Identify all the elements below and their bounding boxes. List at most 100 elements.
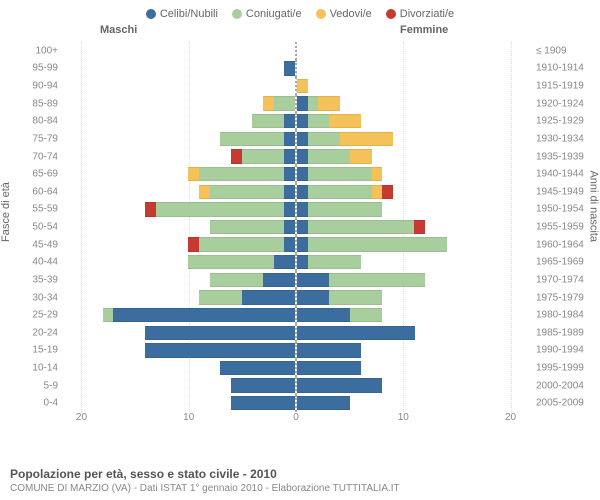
male-side bbox=[60, 306, 297, 324]
pyramid-row: 50-541955-1959 bbox=[60, 218, 532, 236]
age-label: 5-9 bbox=[26, 380, 58, 391]
pyramid-row: 25-291980-1984 bbox=[60, 306, 532, 324]
bar-segment bbox=[350, 149, 371, 163]
pyramid-row: 80-841925-1929 bbox=[60, 113, 532, 131]
bar-segment bbox=[308, 114, 329, 128]
age-label: 100+ bbox=[26, 45, 58, 56]
bar-segment bbox=[188, 167, 199, 181]
bar-segment bbox=[297, 255, 308, 269]
female-side bbox=[297, 113, 532, 131]
male-side bbox=[60, 42, 297, 60]
male-side bbox=[60, 218, 297, 236]
female-side bbox=[297, 342, 532, 360]
bar-segment bbox=[231, 149, 242, 163]
pyramid-row: 40-441965-1969 bbox=[60, 254, 532, 272]
bar-segment bbox=[284, 61, 295, 75]
bar-segment bbox=[297, 396, 350, 410]
gender-headers: Maschi Femmine bbox=[0, 24, 600, 42]
pyramid-row: 10-141995-1999 bbox=[60, 359, 532, 377]
bar-segment bbox=[308, 96, 319, 110]
bar-segment bbox=[308, 237, 447, 251]
age-label: 30-34 bbox=[26, 292, 58, 303]
age-label: 20-24 bbox=[26, 327, 58, 338]
age-label: 70-74 bbox=[26, 151, 58, 162]
footer-title: Popolazione per età, sesso e stato civil… bbox=[10, 467, 400, 481]
female-side bbox=[297, 254, 532, 272]
legend-label: Celibi/Nubili bbox=[160, 8, 218, 20]
legend-label: Coniugati/e bbox=[246, 8, 302, 20]
male-side bbox=[60, 271, 297, 289]
bar-segment bbox=[188, 255, 273, 269]
male-side bbox=[60, 359, 297, 377]
male-side bbox=[60, 236, 297, 254]
male-side bbox=[60, 183, 297, 201]
legend-swatch bbox=[386, 9, 396, 19]
pyramid-row: 35-391970-1974 bbox=[60, 271, 532, 289]
bar-segment bbox=[231, 378, 295, 392]
bar-segment bbox=[242, 149, 285, 163]
header-female: Femmine bbox=[400, 24, 448, 36]
bar-segment bbox=[231, 396, 295, 410]
male-side bbox=[60, 95, 297, 113]
age-label: 90-94 bbox=[26, 81, 58, 92]
bar-segment bbox=[308, 167, 372, 181]
female-side bbox=[297, 42, 532, 60]
birth-label: 1970-1974 bbox=[536, 274, 596, 285]
bar-segment bbox=[329, 290, 382, 304]
female-side bbox=[297, 148, 532, 166]
bar-segment bbox=[297, 114, 308, 128]
bar-segment bbox=[372, 185, 383, 199]
bar-segment bbox=[297, 132, 308, 146]
bar-segment bbox=[113, 308, 295, 322]
birth-label: 1955-1959 bbox=[536, 222, 596, 233]
female-side bbox=[297, 377, 532, 395]
bar-segment bbox=[414, 220, 425, 234]
birth-label: 1930-1934 bbox=[536, 133, 596, 144]
female-side bbox=[297, 324, 532, 342]
legend-label: Divorziati/e bbox=[400, 8, 454, 20]
x-tick: 10 bbox=[398, 412, 409, 423]
footer-sub: COMUNE DI MARZIO (VA) - Dati ISTAT 1° ge… bbox=[10, 483, 400, 494]
female-side bbox=[297, 130, 532, 148]
female-side bbox=[297, 271, 532, 289]
pyramid-row: 60-641945-1949 bbox=[60, 183, 532, 201]
bar-segment bbox=[297, 167, 308, 181]
female-side bbox=[297, 306, 532, 324]
pyramid-row: 65-691940-1944 bbox=[60, 165, 532, 183]
pyramid-row: 100+≤ 1909 bbox=[60, 42, 532, 60]
bar-segment bbox=[297, 378, 382, 392]
pyramid-row: 15-191990-1994 bbox=[60, 342, 532, 360]
bar-segment bbox=[297, 220, 308, 234]
legend-item: Coniugati/e bbox=[232, 8, 302, 20]
female-side bbox=[297, 201, 532, 219]
female-side bbox=[297, 236, 532, 254]
y-left-title: Fasce di età bbox=[0, 182, 12, 242]
birth-label: 1940-1944 bbox=[536, 169, 596, 180]
pyramid-chart: Fasce di età Anni di nascita 100+≤ 19099… bbox=[0, 42, 600, 442]
bar-segment bbox=[297, 96, 308, 110]
bar-segment bbox=[372, 167, 383, 181]
bar-segment bbox=[220, 361, 295, 375]
bar-segment bbox=[263, 96, 274, 110]
female-side bbox=[297, 60, 532, 78]
age-label: 0-4 bbox=[26, 398, 58, 409]
male-side bbox=[60, 342, 297, 360]
birth-label: 1925-1929 bbox=[536, 116, 596, 127]
pyramid-row: 0-42005-2009 bbox=[60, 395, 532, 413]
birth-label: 2005-2009 bbox=[536, 398, 596, 409]
bar-segment bbox=[340, 132, 393, 146]
bar-segment bbox=[308, 185, 372, 199]
bar-segment bbox=[145, 343, 295, 357]
male-side bbox=[60, 324, 297, 342]
pyramid-row: 45-491960-1964 bbox=[60, 236, 532, 254]
bar-segment bbox=[274, 255, 295, 269]
bar-segment bbox=[297, 308, 350, 322]
birth-label: 1950-1954 bbox=[536, 204, 596, 215]
bar-segment bbox=[308, 132, 340, 146]
male-side bbox=[60, 148, 297, 166]
age-label: 75-79 bbox=[26, 133, 58, 144]
bar-segment bbox=[329, 114, 361, 128]
birth-label: 1965-1969 bbox=[536, 257, 596, 268]
female-side bbox=[297, 165, 532, 183]
x-tick: 20 bbox=[505, 412, 516, 423]
